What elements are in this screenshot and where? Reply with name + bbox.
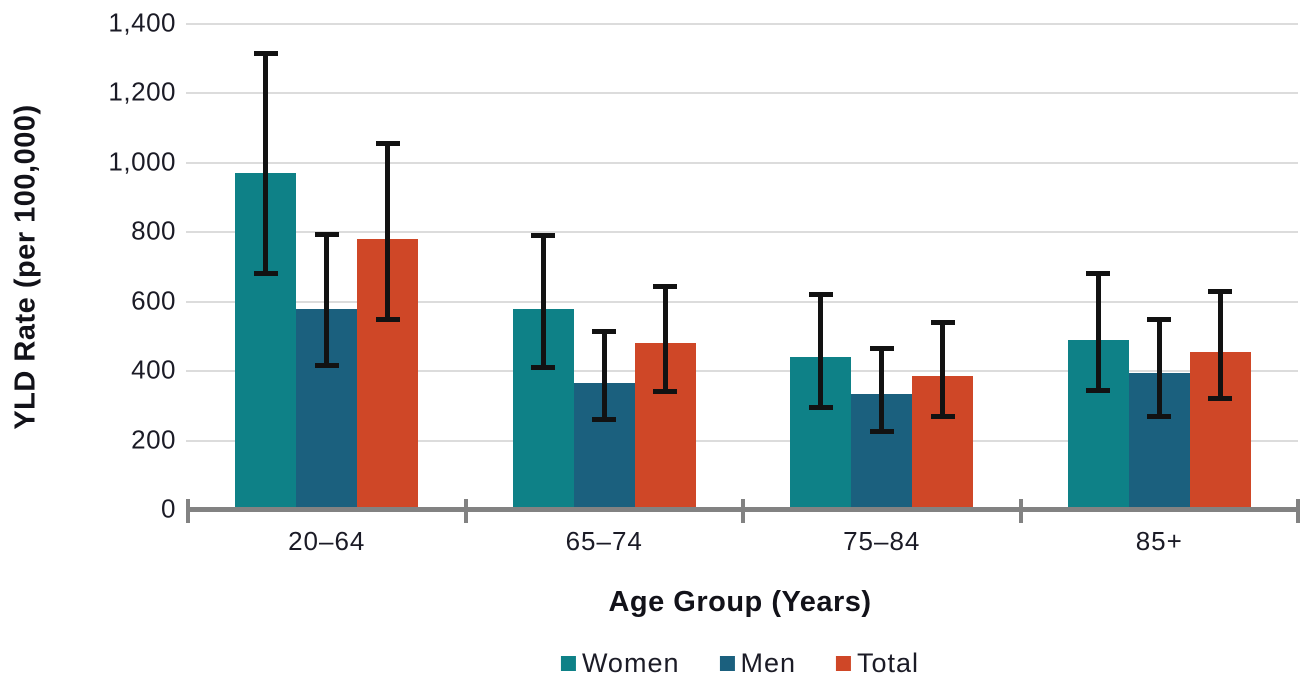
error-bar-total-85+-cap-bottom [1208,396,1233,402]
gridline-1,400 [186,23,1298,25]
y-tick-label: 400 [131,354,176,385]
error-bar-women-65–74-cap-bottom [531,365,556,371]
error-bar-women-20–64-cap-bottom [253,271,278,277]
gridline-1,200 [186,92,1298,95]
error-bar-total-20–64 [385,143,391,320]
x-axis-tick [1296,499,1300,523]
error-bar-men-75–84-cap-top [869,346,894,352]
gridline-400 [186,370,1298,373]
error-bar-total-85+-cap-top [1208,288,1233,294]
error-bar-women-85+-cap-bottom [1086,387,1111,393]
y-tick-label: 1,400 [108,7,176,38]
error-bar-women-65–74 [540,235,546,368]
y-tick-label: 1,000 [108,146,176,177]
y-tick-label: 200 [131,423,176,454]
error-bar-women-75–84 [818,294,824,408]
y-tick-label: 800 [131,215,176,246]
error-bar-total-20–64-cap-top [375,141,400,147]
x-axis-title: Age Group (Years) [608,586,872,618]
error-bar-men-20–64-cap-top [314,231,339,237]
error-bar-women-65–74-cap-top [531,233,556,239]
error-bar-men-85+-cap-bottom [1147,413,1172,419]
x-axis-tick [186,499,190,523]
x-category-label-20–64: 20–64 [288,526,366,556]
error-bar-men-75–84-cap-bottom [869,429,894,435]
y-tick-label: 0 [161,493,176,524]
error-bar-total-75–84-cap-top [930,320,955,326]
legend-item-total: Total [836,648,919,679]
legend-item-men: Men [719,648,796,679]
legend: Women Men Total [560,648,919,679]
error-bar-total-85+ [1217,291,1223,399]
error-bar-men-85+ [1156,319,1162,417]
error-bar-men-75–84 [879,348,885,432]
error-bar-women-85+-cap-top [1086,271,1111,277]
legend-item-women: Women [560,648,680,679]
legend-label-men: Men [740,648,797,678]
error-bar-women-75–84-cap-top [808,292,833,298]
legend-label-total: Total [857,648,920,678]
error-bar-men-20–64-cap-bottom [314,363,339,369]
legend-swatch-total [836,656,852,671]
gridline-200 [186,439,1298,442]
y-tick-label: 600 [131,284,176,315]
x-category-label-85+: 85+ [1135,526,1183,556]
legend-swatch-men [719,656,735,671]
legend-swatch-women [560,656,576,671]
y-axis-title: YLD Rate (per 100,000) [9,104,42,430]
error-bar-total-65–74 [662,286,668,392]
x-axis-tick [463,499,468,523]
y-tick-label: 1,200 [108,76,176,107]
x-category-label-65–74: 65–74 [565,526,643,556]
gridline-1,000 [186,161,1298,164]
gridline-600 [186,300,1298,303]
error-bar-women-85+ [1095,273,1101,391]
error-bar-men-65–74 [601,331,607,420]
gridline-800 [186,231,1298,234]
x-axis-tick [1018,499,1023,523]
error-bar-total-75–84 [940,322,946,417]
x-axis-tick [741,499,745,523]
error-bar-total-75–84-cap-bottom [930,413,955,419]
error-bar-women-20–64-cap-top [253,51,278,56]
legend-label-women: Women [581,648,680,678]
error-bar-total-20–64-cap-bottom [375,316,400,322]
error-bar-women-20–64 [263,53,269,274]
error-bar-men-85+-cap-top [1147,316,1172,322]
x-category-label-75–84: 75–84 [843,526,921,556]
error-bar-men-65–74-cap-top [592,328,617,334]
error-bar-men-20–64 [324,234,330,366]
error-bar-women-75–84-cap-bottom [808,405,833,411]
error-bar-men-65–74-cap-bottom [592,417,617,423]
error-bar-total-65–74-cap-top [653,283,678,289]
error-bar-total-65–74-cap-bottom [653,389,678,395]
